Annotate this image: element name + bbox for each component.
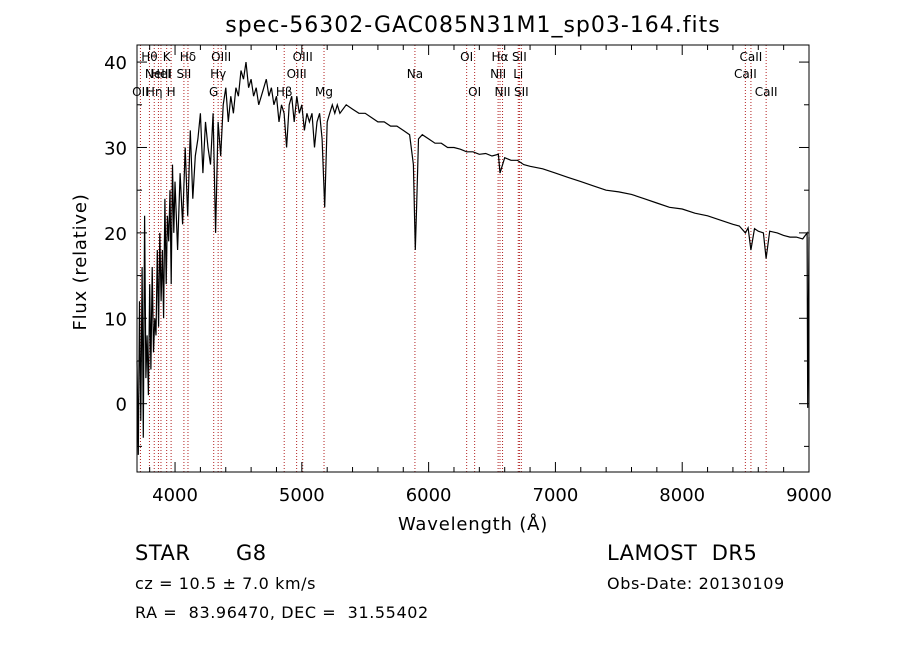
line-label-18: OI: [468, 85, 481, 99]
line-label-12: Hβ: [276, 85, 293, 99]
line-label-10: Hγ: [210, 67, 226, 81]
x-axis-label: Wavelength (Å): [398, 513, 548, 535]
line-label-0: OII: [132, 85, 149, 99]
line-label-11: OIII: [211, 50, 231, 64]
line-label-19: NII: [490, 67, 506, 81]
line-label-4: HeI: [151, 67, 171, 81]
line-label-13: OIII: [287, 67, 307, 81]
line-label-1: Hθ: [141, 50, 157, 64]
coordinates-text: RA = 83.96470, DEC = 31.55402: [135, 603, 429, 622]
plot-frame: [136, 44, 810, 473]
x-tick-label-2: 6000: [406, 485, 452, 506]
y-axis-ticks: 0 10 20 30 40: [104, 53, 809, 447]
y-tick-label-2: 20: [104, 224, 127, 245]
line-label-20: Hα: [492, 50, 509, 64]
line-label-24: SII: [514, 85, 529, 99]
line-label-16: Na: [407, 67, 423, 81]
line-label-8: Hδ: [180, 50, 196, 64]
y-axis-label: Flux (relative): [70, 193, 91, 330]
y-tick-label-3: 30: [104, 138, 127, 159]
x-tick-label-0: 4000: [152, 485, 198, 506]
line-label-14: OIII: [293, 50, 313, 64]
obs-date-text: Obs-Date: 20130109: [607, 574, 785, 593]
line-label-15: Mg: [315, 85, 333, 99]
x-axis-ticks: 4000 5000 6000 7000 8000 9000: [149, 45, 832, 506]
object-class: STAR: [135, 541, 191, 565]
y-tick-label-0: 0: [116, 395, 127, 416]
object-subclass: G8: [236, 541, 267, 565]
line-label-26: CaII: [740, 50, 763, 64]
chart-title: spec-56302-GAC085N31M1_sp03-164.fits: [225, 13, 721, 38]
line-label-9: G: [209, 85, 218, 99]
line-label-3: NeIII: [145, 67, 172, 81]
line-label-21: NII: [495, 85, 511, 99]
x-tick-label-1: 5000: [279, 485, 325, 506]
spectrum-line: [136, 62, 810, 455]
line-label-7: SII: [177, 67, 192, 81]
x-tick-label-4: 8000: [659, 485, 705, 506]
line-label-27: CaII: [755, 85, 778, 99]
line-label-2: Hη: [146, 85, 163, 99]
spectral-line-labels: OIIHθHηNeIIIHeIKHSIIHδGHγOIIIHβOIIIOIIIM…: [132, 50, 777, 99]
y-tick-label-4: 40: [104, 53, 127, 74]
line-label-6: H: [167, 85, 176, 99]
line-label-23: SII: [512, 50, 527, 64]
line-label-22: Li: [513, 67, 523, 81]
x-tick-label-3: 7000: [533, 485, 579, 506]
line-label-17: OI: [460, 50, 473, 64]
y-tick-label-1: 10: [104, 309, 127, 330]
survey-name: LAMOST DR5: [607, 541, 758, 565]
redshift-text: cz = 10.5 ± 7.0 km/s: [135, 574, 317, 593]
line-label-25: CaII: [734, 67, 757, 81]
x-tick-label-5: 9000: [786, 485, 832, 506]
line-label-5: K: [163, 50, 172, 64]
